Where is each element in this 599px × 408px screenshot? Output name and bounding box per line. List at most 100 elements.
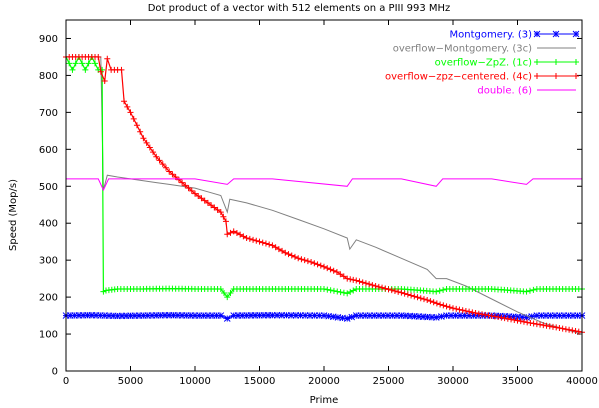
- series-4-marker: [301, 257, 308, 264]
- series-1-marker: [101, 312, 109, 319]
- series-1-marker: [127, 312, 134, 320]
- series-4-marker: [517, 318, 524, 325]
- series-4-marker: [185, 185, 192, 192]
- series-4-marker: [375, 283, 382, 290]
- series-4-marker: [501, 315, 508, 322]
- series-1-marker: [538, 312, 545, 319]
- series-3-marker: [433, 288, 440, 295]
- series-1-marker: [204, 312, 212, 319]
- legend-marker: [573, 73, 579, 79]
- x-tick-label: 30000: [437, 376, 469, 387]
- series-4-marker: [466, 308, 473, 315]
- series-4-marker: [159, 161, 166, 168]
- series-4-marker: [469, 309, 476, 316]
- series-3-marker: [526, 287, 533, 294]
- series-4-marker: [446, 304, 453, 311]
- series-4-marker: [385, 286, 392, 293]
- series-1-marker: [200, 312, 207, 319]
- series-4-marker: [530, 320, 537, 327]
- series-1-marker: [114, 312, 121, 320]
- chart-title: Dot product of a vector with 512 element…: [148, 3, 451, 14]
- series-1-marker: [402, 312, 410, 320]
- series-1-marker: [92, 311, 100, 319]
- series-1-marker: [269, 311, 276, 319]
- series-1-marker: [320, 312, 328, 319]
- series-1-marker: [105, 312, 113, 320]
- series-4-marker: [420, 296, 427, 303]
- series-4-marker: [95, 53, 102, 60]
- series-1-marker: [84, 311, 91, 319]
- series-4-marker: [456, 306, 463, 313]
- series-1-marker: [75, 312, 83, 319]
- series-3-marker: [347, 288, 354, 295]
- series-4-marker: [511, 316, 518, 323]
- series-4-marker: [130, 115, 137, 122]
- series-4-marker: [291, 253, 298, 260]
- series-1-marker: [260, 311, 268, 319]
- series-4-marker: [430, 299, 437, 306]
- series-4-marker: [540, 322, 547, 329]
- series-4-marker: [533, 321, 540, 328]
- series-1-marker: [238, 312, 246, 319]
- series-4-marker: [479, 311, 486, 318]
- series-1-marker: [161, 311, 169, 319]
- series-4-marker: [222, 218, 229, 225]
- series-4-marker: [324, 265, 331, 272]
- series-4-marker: [169, 171, 176, 178]
- series-4-marker: [288, 252, 295, 259]
- series-1-marker: [518, 313, 526, 321]
- series-4-marker: [321, 263, 327, 270]
- series-1: [62, 311, 586, 322]
- series-1-marker: [243, 312, 250, 319]
- series-1-marker: [415, 313, 423, 320]
- series-4-marker: [340, 273, 347, 280]
- series-1-marker: [456, 312, 464, 319]
- series-4-marker: [388, 287, 395, 294]
- series-4-marker: [495, 314, 502, 321]
- series-1-marker: [278, 311, 286, 319]
- series-1-marker: [447, 312, 455, 319]
- series-4-marker: [366, 281, 373, 288]
- series-4-marker: [118, 66, 125, 73]
- series-4-marker: [382, 285, 389, 292]
- series-1-marker: [165, 311, 173, 319]
- series-1-marker: [325, 312, 332, 320]
- series-4-marker: [475, 310, 482, 317]
- series-4-marker: [285, 251, 292, 258]
- series-1-marker: [406, 312, 414, 320]
- series-4-marker: [347, 276, 354, 283]
- series-1-marker: [547, 312, 554, 319]
- series-1-marker: [551, 312, 559, 319]
- series-4-marker: [146, 144, 153, 151]
- series-3-marker: [530, 286, 537, 293]
- x-tick-label: 15000: [244, 376, 276, 387]
- series-4-marker: [298, 256, 305, 263]
- series-4-marker: [153, 153, 160, 160]
- x-tick-label: 40000: [566, 376, 598, 387]
- series-4-marker: [330, 267, 337, 274]
- series-layer: [62, 53, 586, 336]
- series-1-marker: [144, 312, 152, 319]
- series-4-marker: [408, 292, 415, 299]
- series-4-marker: [175, 176, 182, 183]
- series-4-marker: [198, 195, 205, 202]
- series-4-marker: [150, 149, 157, 156]
- series-4-marker: [256, 238, 263, 245]
- series-3-marker: [221, 290, 228, 297]
- series-4-marker: [337, 271, 344, 278]
- series-4-marker: [344, 275, 351, 282]
- series-1-marker: [297, 312, 304, 319]
- series-1-marker: [157, 311, 164, 319]
- series-4-marker: [546, 323, 553, 330]
- series-4-marker: [527, 319, 534, 326]
- legend-marker: [534, 73, 540, 79]
- series-4-marker: [211, 204, 218, 211]
- series-1-marker: [479, 312, 487, 319]
- series-1-marker: [283, 311, 290, 319]
- series-4-marker: [201, 197, 208, 204]
- series-4-marker: [549, 323, 556, 330]
- series-1-marker: [174, 311, 182, 319]
- series-3-marker: [92, 60, 99, 67]
- series-4-marker: [498, 314, 505, 321]
- series-1-marker: [523, 314, 530, 321]
